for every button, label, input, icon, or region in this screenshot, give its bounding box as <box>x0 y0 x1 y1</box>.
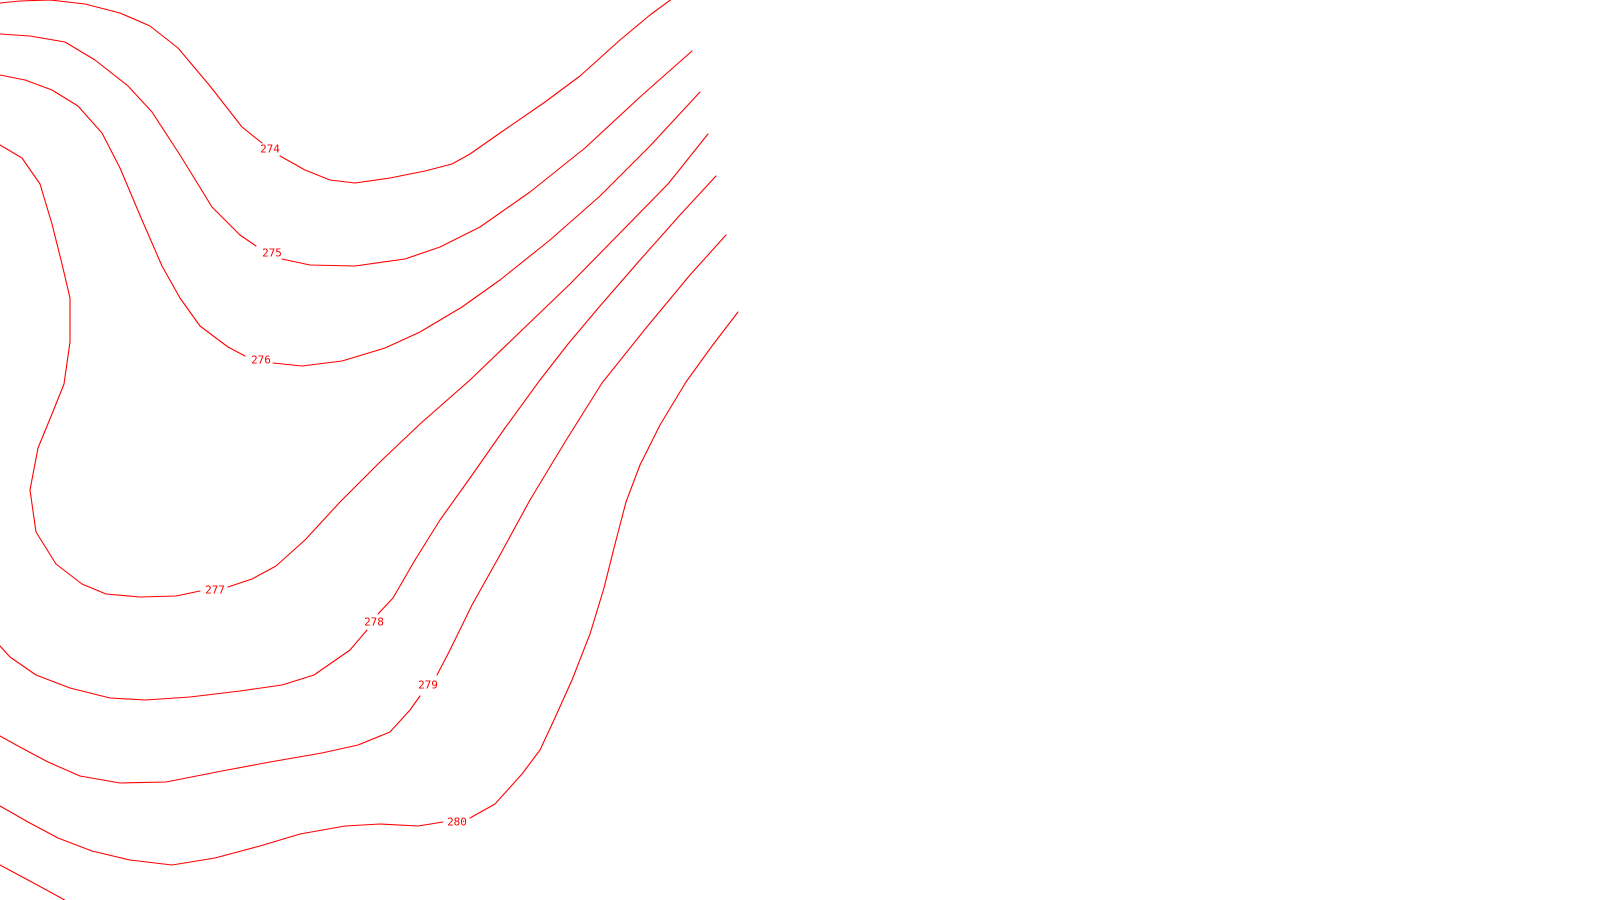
contour-line-280-b <box>0 805 444 866</box>
contour-line-274 <box>0 0 263 144</box>
contour-280: 280 <box>0 311 739 866</box>
contour-line-278-b <box>0 629 368 701</box>
contour-label: 278 <box>364 616 384 629</box>
contour-278: 278 <box>0 175 717 701</box>
contour-279: 279 <box>0 234 727 784</box>
contour-line-275-b <box>281 50 693 267</box>
contour-line-277-b <box>227 133 709 588</box>
contour-line-276 <box>0 74 246 357</box>
contour-label: 275 <box>262 247 282 260</box>
contour-line-279-b <box>0 695 421 784</box>
contour-label: 274 <box>260 143 280 156</box>
contour-line-276-b <box>272 91 701 367</box>
contour-label: 276 <box>251 354 271 367</box>
contour-line-274-b <box>279 0 672 184</box>
contour-partial <box>0 864 66 900</box>
contour-line-partial <box>0 864 66 900</box>
contour-line-280 <box>469 311 739 819</box>
contour-line-278 <box>377 175 717 615</box>
contour-276: 276 <box>0 74 701 367</box>
contour-line-279 <box>436 234 727 676</box>
contour-275: 275 <box>0 33 693 267</box>
contour-line-275 <box>0 33 257 247</box>
contour-274: 274 <box>0 0 672 184</box>
contour-line-277 <box>0 144 201 598</box>
contour-277: 277 <box>0 133 709 598</box>
contour-label: 280 <box>447 816 467 829</box>
contour-label: 279 <box>418 679 438 692</box>
contour-label: 277 <box>205 584 225 597</box>
